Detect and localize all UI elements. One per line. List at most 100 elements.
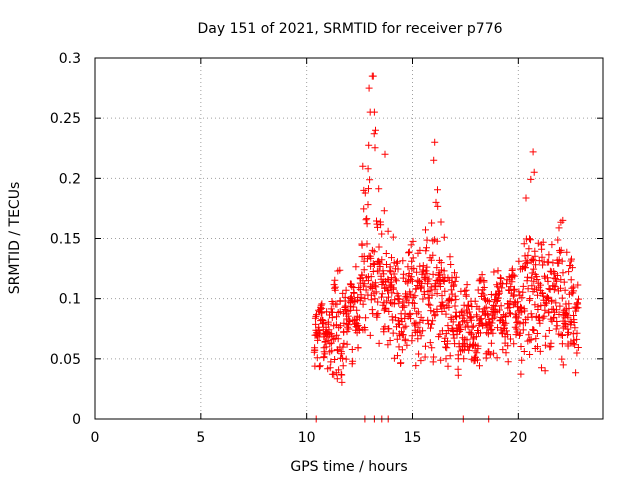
data-point bbox=[551, 283, 559, 291]
data-point bbox=[518, 356, 526, 364]
data-point bbox=[480, 284, 488, 291]
data-point bbox=[360, 186, 368, 194]
chart-title: Day 151 of 2021, SRMTID for receiver p77… bbox=[197, 21, 502, 37]
data-point bbox=[385, 308, 393, 315]
data-point bbox=[437, 218, 445, 226]
data-point bbox=[557, 331, 565, 339]
data-point bbox=[312, 312, 320, 320]
data-point bbox=[539, 292, 547, 300]
data-point bbox=[343, 340, 351, 348]
data-point bbox=[349, 303, 357, 311]
data-point bbox=[553, 306, 560, 314]
data-point bbox=[352, 263, 360, 271]
data-point bbox=[339, 343, 347, 351]
data-point bbox=[478, 271, 486, 279]
data-point bbox=[457, 325, 465, 333]
data-point bbox=[389, 285, 397, 293]
data-point bbox=[519, 326, 527, 334]
data-point bbox=[490, 268, 498, 276]
data-point bbox=[313, 311, 320, 319]
data-point bbox=[375, 185, 383, 193]
data-point bbox=[428, 291, 436, 299]
data-point bbox=[442, 355, 450, 363]
data-point bbox=[451, 277, 459, 285]
data-point bbox=[458, 307, 466, 315]
data-point bbox=[340, 319, 348, 327]
data-point bbox=[518, 294, 526, 302]
data-point bbox=[402, 322, 410, 330]
data-point bbox=[416, 262, 424, 270]
data-point bbox=[362, 286, 370, 294]
y-tick-label: 0.1 bbox=[59, 292, 81, 308]
data-point bbox=[482, 303, 490, 311]
data-point bbox=[540, 312, 548, 320]
data-point bbox=[358, 271, 366, 279]
data-point bbox=[523, 259, 531, 267]
data-point bbox=[501, 313, 509, 321]
data-point bbox=[423, 244, 430, 252]
data-point bbox=[484, 330, 492, 338]
data-point bbox=[520, 240, 528, 248]
data-point bbox=[393, 259, 401, 267]
data-point bbox=[364, 165, 372, 173]
data-point bbox=[547, 343, 555, 351]
data-point bbox=[521, 319, 529, 327]
data-point bbox=[511, 285, 518, 293]
data-point bbox=[473, 311, 480, 319]
x-tick-label: 20 bbox=[509, 430, 527, 446]
data-point bbox=[528, 269, 536, 277]
data-point bbox=[370, 130, 378, 138]
data-point bbox=[353, 296, 361, 304]
data-point bbox=[417, 357, 425, 365]
data-point bbox=[413, 268, 421, 276]
data-point bbox=[433, 264, 441, 272]
data-point bbox=[397, 359, 405, 367]
data-point bbox=[446, 253, 454, 261]
data-point bbox=[378, 256, 386, 264]
data-point bbox=[367, 273, 375, 281]
data-point bbox=[404, 263, 412, 271]
data-point bbox=[314, 336, 322, 344]
data-point bbox=[496, 289, 503, 297]
data-point bbox=[380, 207, 388, 215]
data-point bbox=[548, 296, 556, 304]
data-point bbox=[440, 233, 448, 241]
data-point bbox=[398, 346, 406, 354]
data-point bbox=[447, 297, 455, 305]
data-point bbox=[340, 339, 348, 347]
data-point bbox=[418, 282, 425, 290]
data-point bbox=[399, 298, 407, 306]
data-point bbox=[434, 186, 441, 194]
data-point bbox=[429, 251, 437, 259]
data-point bbox=[565, 300, 573, 308]
data-point bbox=[388, 274, 395, 282]
data-point bbox=[536, 347, 544, 355]
y-axis: 0 0.05 0.1 0.15 0.2 0.25 0.3 bbox=[50, 51, 603, 428]
data-point bbox=[331, 283, 339, 291]
data-point bbox=[354, 344, 362, 352]
data-point bbox=[408, 337, 416, 345]
data-point bbox=[550, 286, 558, 294]
data-point bbox=[408, 277, 416, 285]
data-point bbox=[371, 144, 379, 152]
data-point bbox=[427, 307, 435, 315]
data-point bbox=[369, 260, 377, 268]
data-point bbox=[484, 310, 492, 318]
y-tick-label: 0.05 bbox=[50, 352, 81, 368]
data-point bbox=[366, 331, 374, 339]
data-point bbox=[338, 378, 346, 386]
data-point bbox=[493, 297, 501, 305]
data-point bbox=[432, 198, 440, 206]
data-point bbox=[515, 257, 523, 265]
data-point bbox=[552, 299, 560, 307]
data-point bbox=[476, 275, 484, 283]
data-point bbox=[558, 294, 566, 302]
data-point bbox=[446, 295, 454, 303]
data-point bbox=[449, 318, 457, 326]
data-point bbox=[562, 320, 570, 328]
data-point bbox=[336, 266, 344, 274]
data-point bbox=[528, 282, 536, 290]
data-point bbox=[460, 355, 468, 363]
data-point bbox=[552, 325, 560, 333]
data-point bbox=[335, 366, 343, 374]
